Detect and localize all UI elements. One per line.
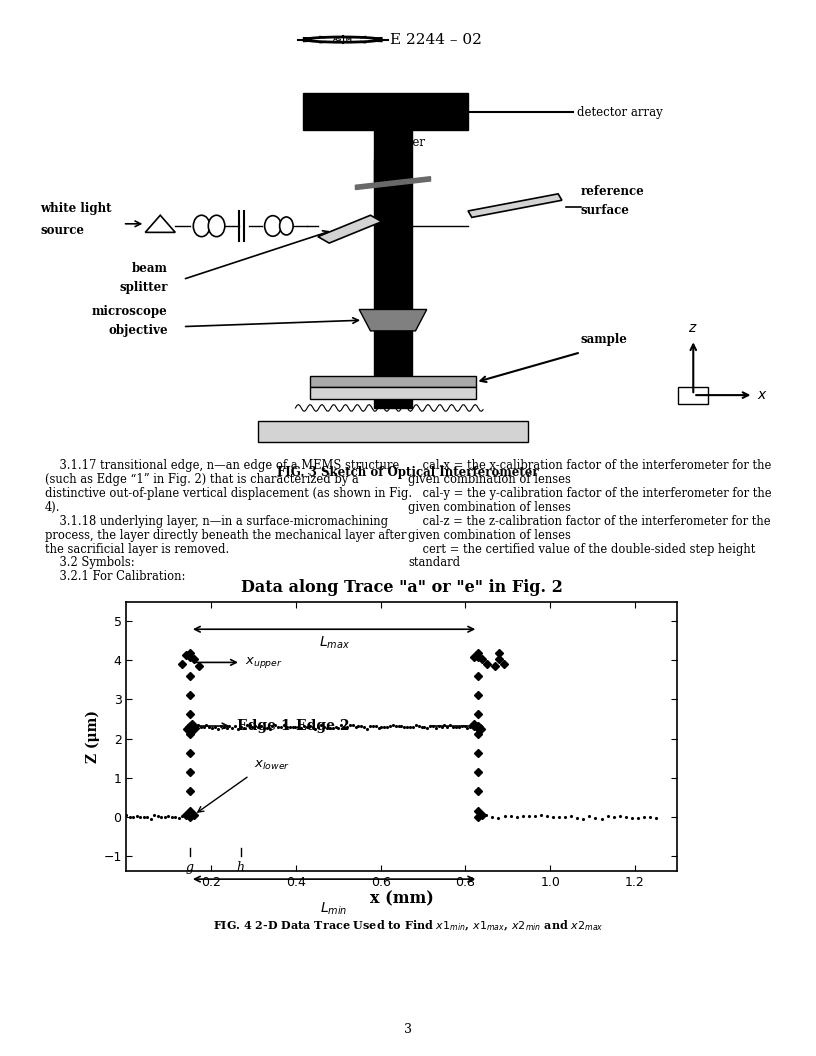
Text: h: h (237, 862, 245, 874)
Text: $z$: $z$ (689, 321, 698, 335)
X-axis label: x (mm): x (mm) (370, 890, 434, 907)
Text: Edge 2: Edge 2 (296, 719, 349, 733)
Bar (258, 420, 528, 442)
Text: detector array: detector array (577, 106, 663, 119)
Text: 3.2 Symbols:: 3.2 Symbols: (45, 557, 135, 569)
Text: filter: filter (397, 136, 426, 149)
Text: the sacrificial layer is removed.: the sacrificial layer is removed. (45, 543, 229, 555)
Text: cal-y = the y-calibration factor of the interferometer for the: cal-y = the y-calibration factor of the … (408, 487, 772, 501)
Text: given combination of lenses: given combination of lenses (408, 501, 571, 514)
Ellipse shape (208, 215, 225, 237)
Text: E 2244 – 02: E 2244 – 02 (390, 33, 482, 46)
Text: cal-z = the z-calibration factor of the interferometer for the: cal-z = the z-calibration factor of the … (408, 514, 770, 528)
Text: $L_{max}$: $L_{max}$ (318, 635, 349, 652)
Text: cal-x = the x-calibration factor of the interferometer for the: cal-x = the x-calibration factor of the … (408, 459, 771, 472)
Text: source: source (40, 224, 84, 237)
Text: $x$: $x$ (757, 389, 768, 402)
Text: $x_{upper}$: $x_{upper}$ (245, 655, 283, 670)
Text: splitter: splitter (119, 282, 168, 295)
Ellipse shape (280, 216, 293, 234)
Polygon shape (356, 176, 431, 190)
Text: $L_{min}$: $L_{min}$ (321, 900, 348, 917)
Text: beam: beam (132, 262, 168, 276)
Polygon shape (359, 309, 427, 331)
Text: FIG. 3 Sketch of Optical Interferometer: FIG. 3 Sketch of Optical Interferometer (277, 466, 539, 478)
Text: objective: objective (109, 324, 168, 337)
Text: reference: reference (581, 185, 645, 199)
Polygon shape (318, 215, 382, 243)
Y-axis label: Z (μm): Z (μm) (86, 710, 100, 763)
Text: 3.1.17 transitional edge, n—an edge of a MEMS structure: 3.1.17 transitional edge, n—an edge of a… (45, 459, 399, 472)
Text: (such as Edge “1” in Fig. 2) that is characterized by a: (such as Edge “1” in Fig. 2) that is cha… (45, 473, 358, 486)
Text: Edge 1: Edge 1 (237, 719, 290, 733)
Text: sample: sample (581, 333, 628, 346)
Text: white light: white light (40, 203, 112, 215)
Text: surface: surface (581, 205, 629, 218)
Text: ASTM: ASTM (333, 37, 353, 42)
Bar (678, 386, 708, 403)
Text: given combination of lenses: given combination of lenses (408, 473, 571, 486)
Text: microscope: microscope (92, 305, 168, 318)
Text: g: g (186, 862, 194, 874)
Text: FIG. 4 2-D Data Trace Used to Find $x1_{min}$, $x1_{max}$, $x2_{min}$ and $x2_{m: FIG. 4 2-D Data Trace Used to Find $x1_{… (213, 918, 603, 932)
Bar (310, 386, 476, 399)
Text: cert = the certified value of the double-sided step height: cert = the certified value of the double… (408, 543, 756, 555)
Bar (303, 93, 468, 130)
Text: 3.2.1 For Calibration:: 3.2.1 For Calibration: (45, 570, 185, 583)
Polygon shape (468, 194, 562, 218)
Text: 4).: 4). (45, 501, 60, 514)
Bar (310, 376, 476, 386)
Text: distinctive out-of-plane vertical displacement (as shown in Fig.: distinctive out-of-plane vertical displa… (45, 487, 412, 501)
Title: Data along Trace "a" or "e" in Fig. 2: Data along Trace "a" or "e" in Fig. 2 (241, 579, 563, 597)
Ellipse shape (264, 215, 282, 237)
Bar (375, 117, 412, 408)
Text: 3.1.18 underlying layer, n—in a surface-micromachining: 3.1.18 underlying layer, n—in a surface-… (45, 514, 388, 528)
Text: 3: 3 (404, 1023, 412, 1036)
Text: $x_{lower}$: $x_{lower}$ (254, 758, 290, 772)
Text: given combination of lenses: given combination of lenses (408, 529, 571, 542)
Text: process, the layer directly beneath the mechanical layer after: process, the layer directly beneath the … (45, 529, 406, 542)
Text: standard: standard (408, 557, 460, 569)
Ellipse shape (193, 215, 210, 237)
